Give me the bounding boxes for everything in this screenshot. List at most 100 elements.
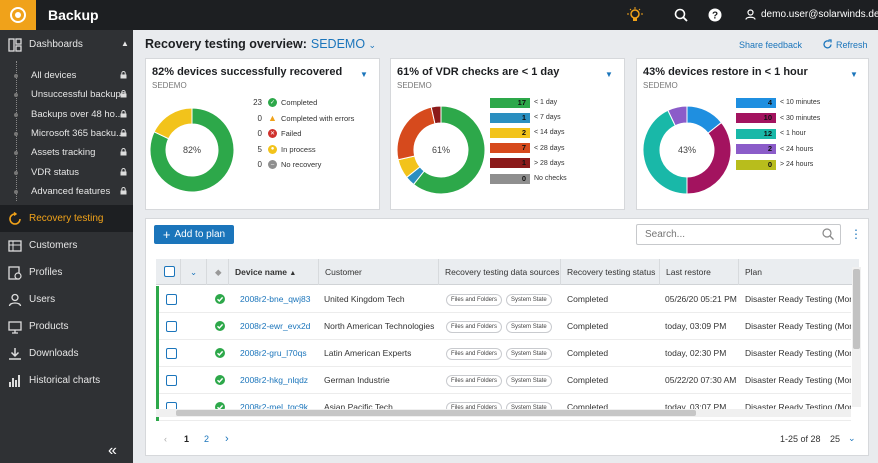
legend-label: In process <box>281 144 316 154</box>
legend-label: < 14 days <box>534 129 565 137</box>
vertical-scroll-thumb[interactable] <box>853 269 860 349</box>
legend-count: 1 <box>490 112 530 123</box>
sidebar-subitem[interactable]: Unsuccessful backups <box>31 89 131 100</box>
table-row[interactable]: 2008r2-bne_qwj83 United Kingdom Tech Files… <box>156 286 851 313</box>
success-icon <box>215 375 225 385</box>
sidebar-item-users[interactable]: Users <box>0 286 133 313</box>
donut-center-label: 61% <box>432 145 450 155</box>
device-link[interactable]: 2008r2-gru_l70qs <box>240 348 307 358</box>
column-customer[interactable]: Customer <box>319 259 439 285</box>
row-checkbox[interactable] <box>166 294 177 305</box>
plus-icon: + <box>162 227 171 242</box>
customer-cell: Asian Pacific Tech <box>324 402 393 412</box>
sidebar-item-historical-charts[interactable]: Historical charts <box>0 367 133 394</box>
chevron-down-icon[interactable]: ⌄ <box>181 259 207 285</box>
donut-slice[interactable] <box>149 107 235 193</box>
donut-hole <box>661 124 713 176</box>
sidebar-subitem[interactable]: Backups over 48 ho... <box>31 109 131 120</box>
column-last-restore[interactable]: Last restore <box>660 259 739 285</box>
sidebar-item-products[interactable]: Products <box>0 313 133 340</box>
sidebar-subitem[interactable]: VDR status <box>31 167 131 178</box>
refresh-button[interactable]: Refresh <box>822 39 868 50</box>
card-menu-icon[interactable]: ▼ <box>605 70 613 79</box>
page-size-select[interactable]: 25 <box>830 434 841 444</box>
user-menu[interactable]: demo.user@solarwinds.de <box>745 9 878 20</box>
donut-slice[interactable] <box>430 105 442 125</box>
page-1[interactable]: 1 <box>184 434 190 444</box>
sidebar-item-profiles[interactable]: Profiles <box>0 259 133 286</box>
legend-item: 7 < 28 days <box>490 143 565 154</box>
search-input[interactable] <box>636 224 841 245</box>
legend-item: 5 ● In process <box>246 144 316 155</box>
column-plan[interactable]: Plan <box>745 267 763 277</box>
status-cell: Completed <box>567 375 609 385</box>
collapse-sidebar-icon[interactable]: « <box>108 442 117 459</box>
chevron-up-icon: ▲ <box>121 39 129 48</box>
search-icon[interactable] <box>672 6 690 24</box>
device-link[interactable]: 2008r2-hkg_nlqdz <box>240 375 309 385</box>
sidebar-subitem[interactable]: Advanced features <box>31 186 131 197</box>
next-page-icon[interactable]: › <box>225 433 229 445</box>
status-cell: Completed <box>567 348 609 358</box>
sidebar-item-label: Dashboards <box>29 39 83 50</box>
share-feedback-link[interactable]: Share feedback <box>739 40 803 50</box>
row-status-bar <box>156 367 159 394</box>
legend-label: > 24 hours <box>780 161 814 168</box>
column-status[interactable]: Recovery testing status <box>561 259 660 285</box>
select-all-checkbox[interactable] <box>164 266 175 277</box>
device-link[interactable]: 2008r2-bne_qwj83 <box>240 294 311 304</box>
legend-label: < 7 days <box>534 114 561 122</box>
plan-cell: Disaster Ready Testing (Mont <box>745 294 851 304</box>
column-device-name[interactable]: Device name ▲ <box>229 259 319 285</box>
sidebar-item-dashboards[interactable]: Dashboards ▲ <box>0 31 133 58</box>
sidebar-item-label: Historical charts <box>29 375 101 386</box>
sidebar-subitem[interactable]: Assets tracking <box>31 147 131 158</box>
last-restore-cell: 05/22/20 07:30 AM <box>665 375 737 385</box>
plan-cell: Disaster Ready Testing (Mont <box>745 375 851 385</box>
plan-cell: Disaster Ready Testing (Mont <box>745 321 851 331</box>
legend-label: < 24 hours <box>780 145 814 153</box>
row-checkbox[interactable] <box>166 348 177 359</box>
donut-slice[interactable] <box>642 109 688 195</box>
source-tag: System State <box>506 320 552 333</box>
help-icon[interactable]: ? <box>706 6 724 24</box>
table-row[interactable]: 2008r2-gru_l70qs Latin American Experts Fi… <box>156 340 851 367</box>
sidebar-item-recovery-testing[interactable]: Recovery testing <box>0 205 133 232</box>
profiles-icon <box>8 265 22 280</box>
recovery-success-card: 82% devices successfully recovered SEDEM… <box>145 58 380 210</box>
column-data-sources[interactable]: Recovery testing data sources <box>439 259 561 285</box>
lock-icon <box>120 128 127 137</box>
app-logo-icon[interactable] <box>0 0 36 30</box>
prev-page-icon[interactable]: ‹ <box>164 434 167 444</box>
chevron-down-icon[interactable]: ⌄ <box>848 433 856 443</box>
add-to-plan-button[interactable]: + Add to plan <box>154 225 234 244</box>
recovery-testing-icon <box>8 211 22 226</box>
donut-slice[interactable] <box>412 105 486 195</box>
donut-slice[interactable] <box>153 107 193 140</box>
table-row[interactable]: 2008r2-ewr_evx2d North American Technolog… <box>156 313 851 340</box>
card-menu-icon[interactable]: ▼ <box>850 70 858 79</box>
success-icon <box>215 321 225 331</box>
sidebar-subitem[interactable]: Microsoft 365 backu... <box>31 128 131 139</box>
row-checkbox[interactable] <box>166 375 177 386</box>
sidebar-item-downloads[interactable]: Downloads <box>0 340 133 367</box>
account-selector[interactable]: SEDEMO ⌄ <box>310 37 377 51</box>
horizontal-scroll-thumb[interactable] <box>176 410 696 416</box>
lightbulb-icon[interactable] <box>626 6 644 24</box>
search-icon[interactable] <box>822 228 834 240</box>
table-row[interactable]: 2008r2-hkg_nlqdz German Industrie Files an… <box>156 367 851 394</box>
sidebar-item-label: Products <box>29 321 69 332</box>
page-2[interactable]: 2 <box>204 434 210 444</box>
sidebar-subitem-label: Microsoft 365 backu... <box>31 127 124 139</box>
sidebar-item-customers[interactable]: Customers <box>0 232 133 259</box>
device-link[interactable]: 2008r2-ewr_evx2d <box>240 321 311 331</box>
downloads-icon <box>8 347 22 361</box>
table-row[interactable]: 2008r2-mel_tgc9k Asian Pacific Tech Files … <box>156 394 851 421</box>
data-sources-cell: Files and Folders System State <box>446 313 561 340</box>
more-options-icon[interactable]: ⋮ <box>850 227 862 241</box>
device-link[interactable]: 2008r2-mel_tgc9k <box>240 402 309 412</box>
row-checkbox[interactable] <box>166 321 177 332</box>
card-menu-icon[interactable]: ▼ <box>360 70 368 79</box>
sidebar-subitem[interactable]: All devices <box>31 70 131 81</box>
donut-slice[interactable] <box>667 105 688 127</box>
